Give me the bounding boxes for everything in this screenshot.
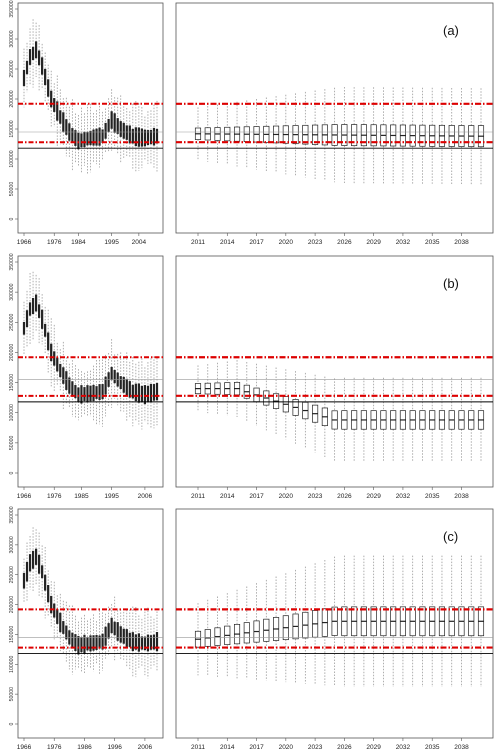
x-tick-label: 1996 bbox=[107, 744, 122, 750]
x-tick-label: 2014 bbox=[220, 744, 235, 750]
x-tick-label: 2032 bbox=[396, 239, 411, 246]
x-tick-label: 2032 bbox=[396, 744, 411, 750]
x-tick-label: 1966 bbox=[17, 493, 32, 500]
x-tick-label: 2014 bbox=[220, 493, 235, 500]
x-tick-label: 2029 bbox=[366, 493, 381, 500]
y-tick-label: 50000 bbox=[9, 436, 15, 451]
y-tick-label: 250000 bbox=[9, 566, 15, 583]
y-tick-label: 200000 bbox=[9, 596, 15, 613]
y-tick-label: 50000 bbox=[9, 182, 15, 197]
panel-1-projection: 2011 2014 2017 2020 2023 2026 2029 2032 2035 2038… bbox=[175, 255, 494, 500]
x-tick-label: 2011 bbox=[191, 239, 205, 246]
panel-1-historical: 0 50000 100000 150000 200000 250000 300000 3500… bbox=[9, 253, 164, 500]
y-tick-label: 0 bbox=[9, 471, 15, 474]
x-tick-label: 1984 bbox=[71, 239, 86, 246]
y-tick-label: 150000 bbox=[9, 374, 15, 391]
x-tick-label: 2020 bbox=[279, 493, 294, 500]
y-tick-label: 350000 bbox=[9, 0, 15, 17]
x-tick-label: 2026 bbox=[337, 744, 352, 750]
x-tick-label: 2023 bbox=[308, 744, 323, 750]
x-tick-label: 2035 bbox=[425, 493, 440, 500]
y-tick-label: 0 bbox=[9, 217, 15, 220]
x-tick-label: 2038 bbox=[454, 239, 469, 246]
panel-frame bbox=[17, 255, 164, 488]
y-tick-label: 100000 bbox=[9, 656, 15, 673]
x-tick-label: 1966 bbox=[17, 239, 32, 246]
x-tick-label: 2026 bbox=[337, 239, 352, 246]
x-tick-label: 1976 bbox=[47, 239, 62, 246]
y-tick-label: 150000 bbox=[9, 120, 15, 137]
x-tick-label: 2004 bbox=[132, 239, 147, 246]
y-tick-label: 350000 bbox=[9, 506, 15, 523]
panel-frame bbox=[17, 2, 164, 234]
x-tick-label: 2020 bbox=[279, 744, 294, 750]
y-tick-label: 300000 bbox=[9, 283, 15, 300]
x-tick-label: 2029 bbox=[366, 239, 381, 246]
panel-label: (b) bbox=[443, 276, 459, 291]
x-tick-label: 2038 bbox=[454, 493, 469, 500]
x-tick-label: 2014 bbox=[220, 239, 235, 246]
x-tick-label: 1995 bbox=[104, 493, 119, 500]
panel-0-historical: 0 50000 100000 150000 200000 250000 300000 3500… bbox=[9, 0, 164, 246]
x-tick-label: 2029 bbox=[366, 744, 381, 750]
y-tick-label: 50000 bbox=[9, 687, 15, 702]
y-tick-label: 250000 bbox=[9, 314, 15, 331]
x-tick-label: 2020 bbox=[279, 239, 294, 246]
x-tick-label: 1986 bbox=[77, 744, 92, 750]
y-tick-label: 150000 bbox=[9, 626, 15, 643]
x-tick-label: 2017 bbox=[249, 239, 264, 246]
panel-label: (a) bbox=[443, 23, 459, 38]
y-tick-label: 200000 bbox=[9, 90, 15, 107]
panel-frame bbox=[175, 508, 494, 739]
y-tick-label: 250000 bbox=[9, 60, 15, 77]
panel-frame bbox=[175, 2, 494, 234]
x-tick-label: 2035 bbox=[425, 239, 440, 246]
x-tick-label: 2011 bbox=[191, 493, 205, 500]
x-tick-label: 2035 bbox=[425, 744, 440, 750]
y-tick-label: 300000 bbox=[9, 536, 15, 553]
panel-frame bbox=[17, 508, 164, 739]
x-tick-label: 2023 bbox=[308, 493, 323, 500]
x-tick-label: 1966 bbox=[17, 744, 32, 750]
panel-frame bbox=[175, 255, 494, 488]
x-tick-label: 2032 bbox=[396, 493, 411, 500]
x-tick-label: 2017 bbox=[249, 493, 264, 500]
x-tick-label: 1976 bbox=[47, 493, 62, 500]
x-tick-label: 2006 bbox=[138, 493, 153, 500]
x-tick-label: 2011 bbox=[191, 744, 205, 750]
y-tick-label: 100000 bbox=[9, 150, 15, 167]
x-tick-label: 1976 bbox=[47, 744, 62, 750]
y-tick-label: 200000 bbox=[9, 344, 15, 361]
x-tick-label: 2023 bbox=[308, 239, 323, 246]
x-tick-label: 2017 bbox=[249, 744, 264, 750]
y-tick-label: 300000 bbox=[9, 30, 15, 47]
x-tick-label: 1985 bbox=[74, 493, 89, 500]
y-tick-label: 100000 bbox=[9, 404, 15, 421]
panel-0-projection: 2011 2014 2017 2020 2023 2026 2029 2032 2035 2038… bbox=[175, 2, 494, 246]
y-tick-label: 350000 bbox=[9, 253, 15, 270]
x-tick-label: 2026 bbox=[337, 493, 352, 500]
x-tick-label: 2006 bbox=[138, 744, 153, 750]
panel-2-historical: 0 50000 100000 150000 200000 250000 300000 3500… bbox=[9, 506, 164, 750]
x-tick-label: 2038 bbox=[454, 744, 469, 750]
panel-2-projection: 2011 2014 2017 2020 2023 2026 2029 2032 2035 2038… bbox=[175, 508, 494, 750]
x-tick-label: 1995 bbox=[104, 239, 119, 246]
panel-label: (c) bbox=[443, 529, 458, 544]
y-tick-label: 0 bbox=[9, 722, 15, 725]
